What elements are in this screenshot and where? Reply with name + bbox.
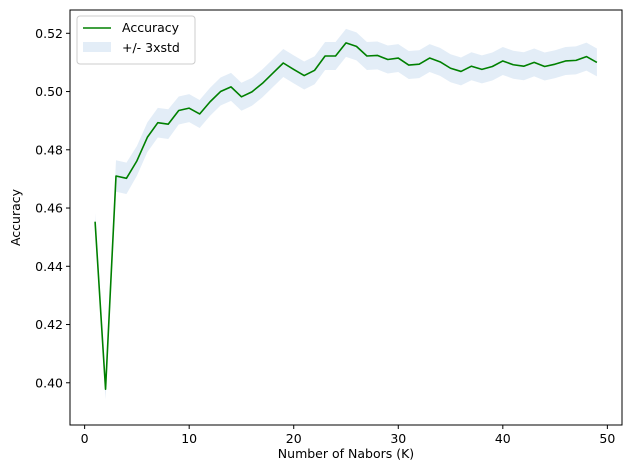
x-axis-label: Number of Nabors (K)	[278, 446, 414, 461]
y-tick-label: 0.44	[35, 259, 63, 274]
legend-label-band: +/- 3xstd	[122, 40, 180, 55]
x-tick-label: 10	[181, 431, 197, 446]
x-tick-label: 0	[81, 431, 89, 446]
accuracy-line	[94, 42, 598, 390]
plot-frame	[69, 9, 623, 426]
x-tick-label: 50	[599, 431, 615, 446]
y-tick-label: 0.46	[35, 201, 63, 216]
y-tick-label: 0.42	[35, 317, 63, 332]
legend: Accuracy +/- 3xstd	[76, 15, 196, 65]
y-axis-label: Accuracy	[8, 188, 23, 246]
y-axis-ticks: 0.40 0.42 0.44 0.46 0.48 0.50 0.52	[35, 26, 70, 390]
y-tick-label: 0.50	[35, 84, 63, 99]
y-tick-label: 0.48	[35, 142, 63, 157]
accuracy-line-layer	[94, 42, 598, 390]
std-band-layer	[95, 28, 597, 400]
legend-label-accuracy: Accuracy	[122, 20, 180, 35]
y-tick-label: 0.40	[35, 375, 63, 390]
x-tick-label: 40	[495, 431, 511, 446]
x-tick-label: 30	[390, 431, 406, 446]
std-band	[95, 28, 597, 400]
legend-band-swatch	[83, 42, 111, 52]
y-tick-label: 0.52	[35, 26, 63, 41]
x-axis-ticks: 0 10 20 30 40 50	[81, 425, 615, 446]
x-tick-label: 20	[286, 431, 302, 446]
